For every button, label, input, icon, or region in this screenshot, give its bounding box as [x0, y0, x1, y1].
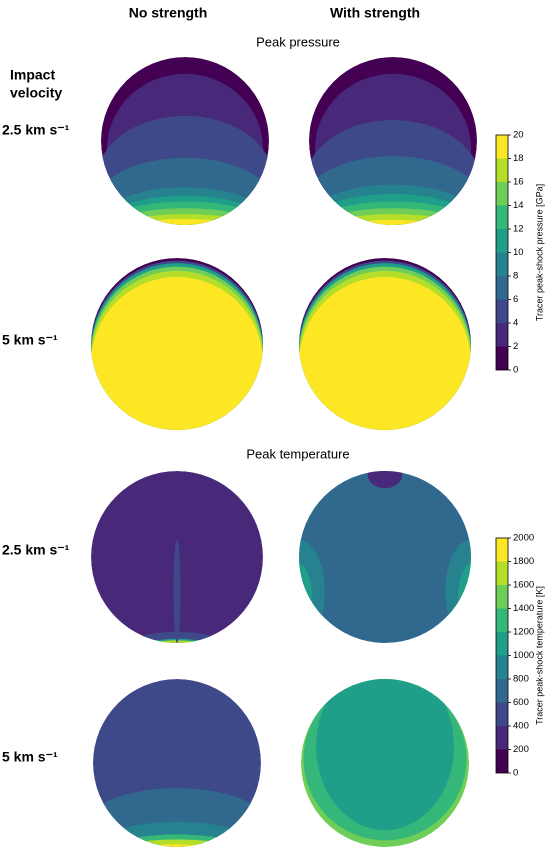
row-heading: Impact [10, 67, 55, 83]
colorbar-segment [496, 252, 508, 276]
colorbar-label: Tracer peak-shock temperature [K] [534, 586, 544, 725]
colorbar-segment [496, 182, 508, 206]
colorbar-tick-label: 200 [513, 744, 529, 755]
colorbar-tick-label: 1800 [513, 556, 534, 567]
colorbar-tick-label: 18 [513, 153, 524, 164]
contour-field [91, 471, 263, 643]
contour-band [445, 539, 471, 643]
colorbar-segment [496, 538, 508, 562]
colorbar-tick-label: 16 [513, 177, 524, 188]
colorbar-tick-label: 1200 [513, 627, 534, 638]
colorbar-tick-label: 20 [513, 130, 524, 141]
colorbar-tick-label: 2000 [513, 533, 534, 544]
colorbar-segment [496, 276, 508, 300]
colorbar-segment [496, 679, 508, 703]
colorbar-tick-label: 1400 [513, 603, 534, 614]
colorbar-segment [496, 205, 508, 229]
row-label: 2.5 km s⁻¹ [2, 542, 70, 558]
colorbar-label: Tracer peak-shock pressure [GPa] [534, 184, 544, 321]
contour-field [91, 258, 263, 430]
panel-title: Peak pressure [256, 34, 340, 49]
contour-band [299, 561, 312, 631]
colorbar-segment [496, 585, 508, 609]
colorbar-segment [496, 608, 508, 632]
contour-band [299, 276, 471, 430]
colorbar-tick-label: 600 [513, 697, 529, 708]
column-header: With strength [330, 5, 420, 21]
contour-field [101, 57, 269, 225]
colorbar-tick-label: 400 [513, 721, 529, 732]
colorbar-segment [496, 346, 508, 370]
contour-band [367, 471, 403, 489]
colorbar-tick-label: 1600 [513, 580, 534, 591]
contour-band [458, 561, 471, 631]
colorbar-segment [496, 299, 508, 323]
contour-band [101, 219, 269, 225]
column-header: No strength [129, 5, 208, 21]
contour-band [299, 471, 471, 643]
row-label: 2.5 km s⁻¹ [2, 122, 70, 138]
colorbar-tick-label: 6 [513, 294, 518, 305]
colorbar-tick-label: 2 [513, 341, 518, 352]
colorbar-tick-label: 1000 [513, 650, 534, 661]
contour-field [299, 258, 471, 430]
panel-title: Peak temperature [246, 446, 349, 461]
colorbar-segment [496, 135, 508, 159]
contour-band [173, 539, 181, 643]
colorbar-tick-label: 800 [513, 674, 529, 685]
colorbar-segment [496, 323, 508, 347]
contour-field [93, 679, 261, 847]
contour-band [299, 539, 325, 643]
colorbar-segment [496, 632, 508, 656]
contour-field [301, 679, 469, 847]
colorbar-segment [496, 749, 508, 773]
colorbar-segment [496, 229, 508, 253]
colorbar-tick-label: 10 [513, 247, 524, 258]
contour-band [316, 679, 454, 831]
colorbar-segment [496, 726, 508, 750]
colorbar-tick-label: 8 [513, 271, 518, 282]
colorbar-segment [496, 655, 508, 679]
row-label: 5 km s⁻¹ [2, 749, 58, 765]
colorbar-tick-label: 4 [513, 318, 518, 329]
colorbar-segment [496, 561, 508, 585]
row-heading: velocity [10, 85, 62, 101]
contour-band [93, 844, 261, 847]
contour-band [91, 276, 263, 430]
contour-field [309, 57, 477, 225]
colorbar-tick-label: 0 [513, 365, 518, 376]
row-label: 5 km s⁻¹ [2, 332, 58, 348]
colorbar-tick-label: 12 [513, 224, 524, 235]
colorbar-segment [496, 702, 508, 726]
colorbar-tick-label: 0 [513, 768, 518, 779]
contour-field [299, 471, 471, 643]
colorbar-tick-label: 14 [513, 200, 524, 211]
colorbar-segment [496, 158, 508, 182]
